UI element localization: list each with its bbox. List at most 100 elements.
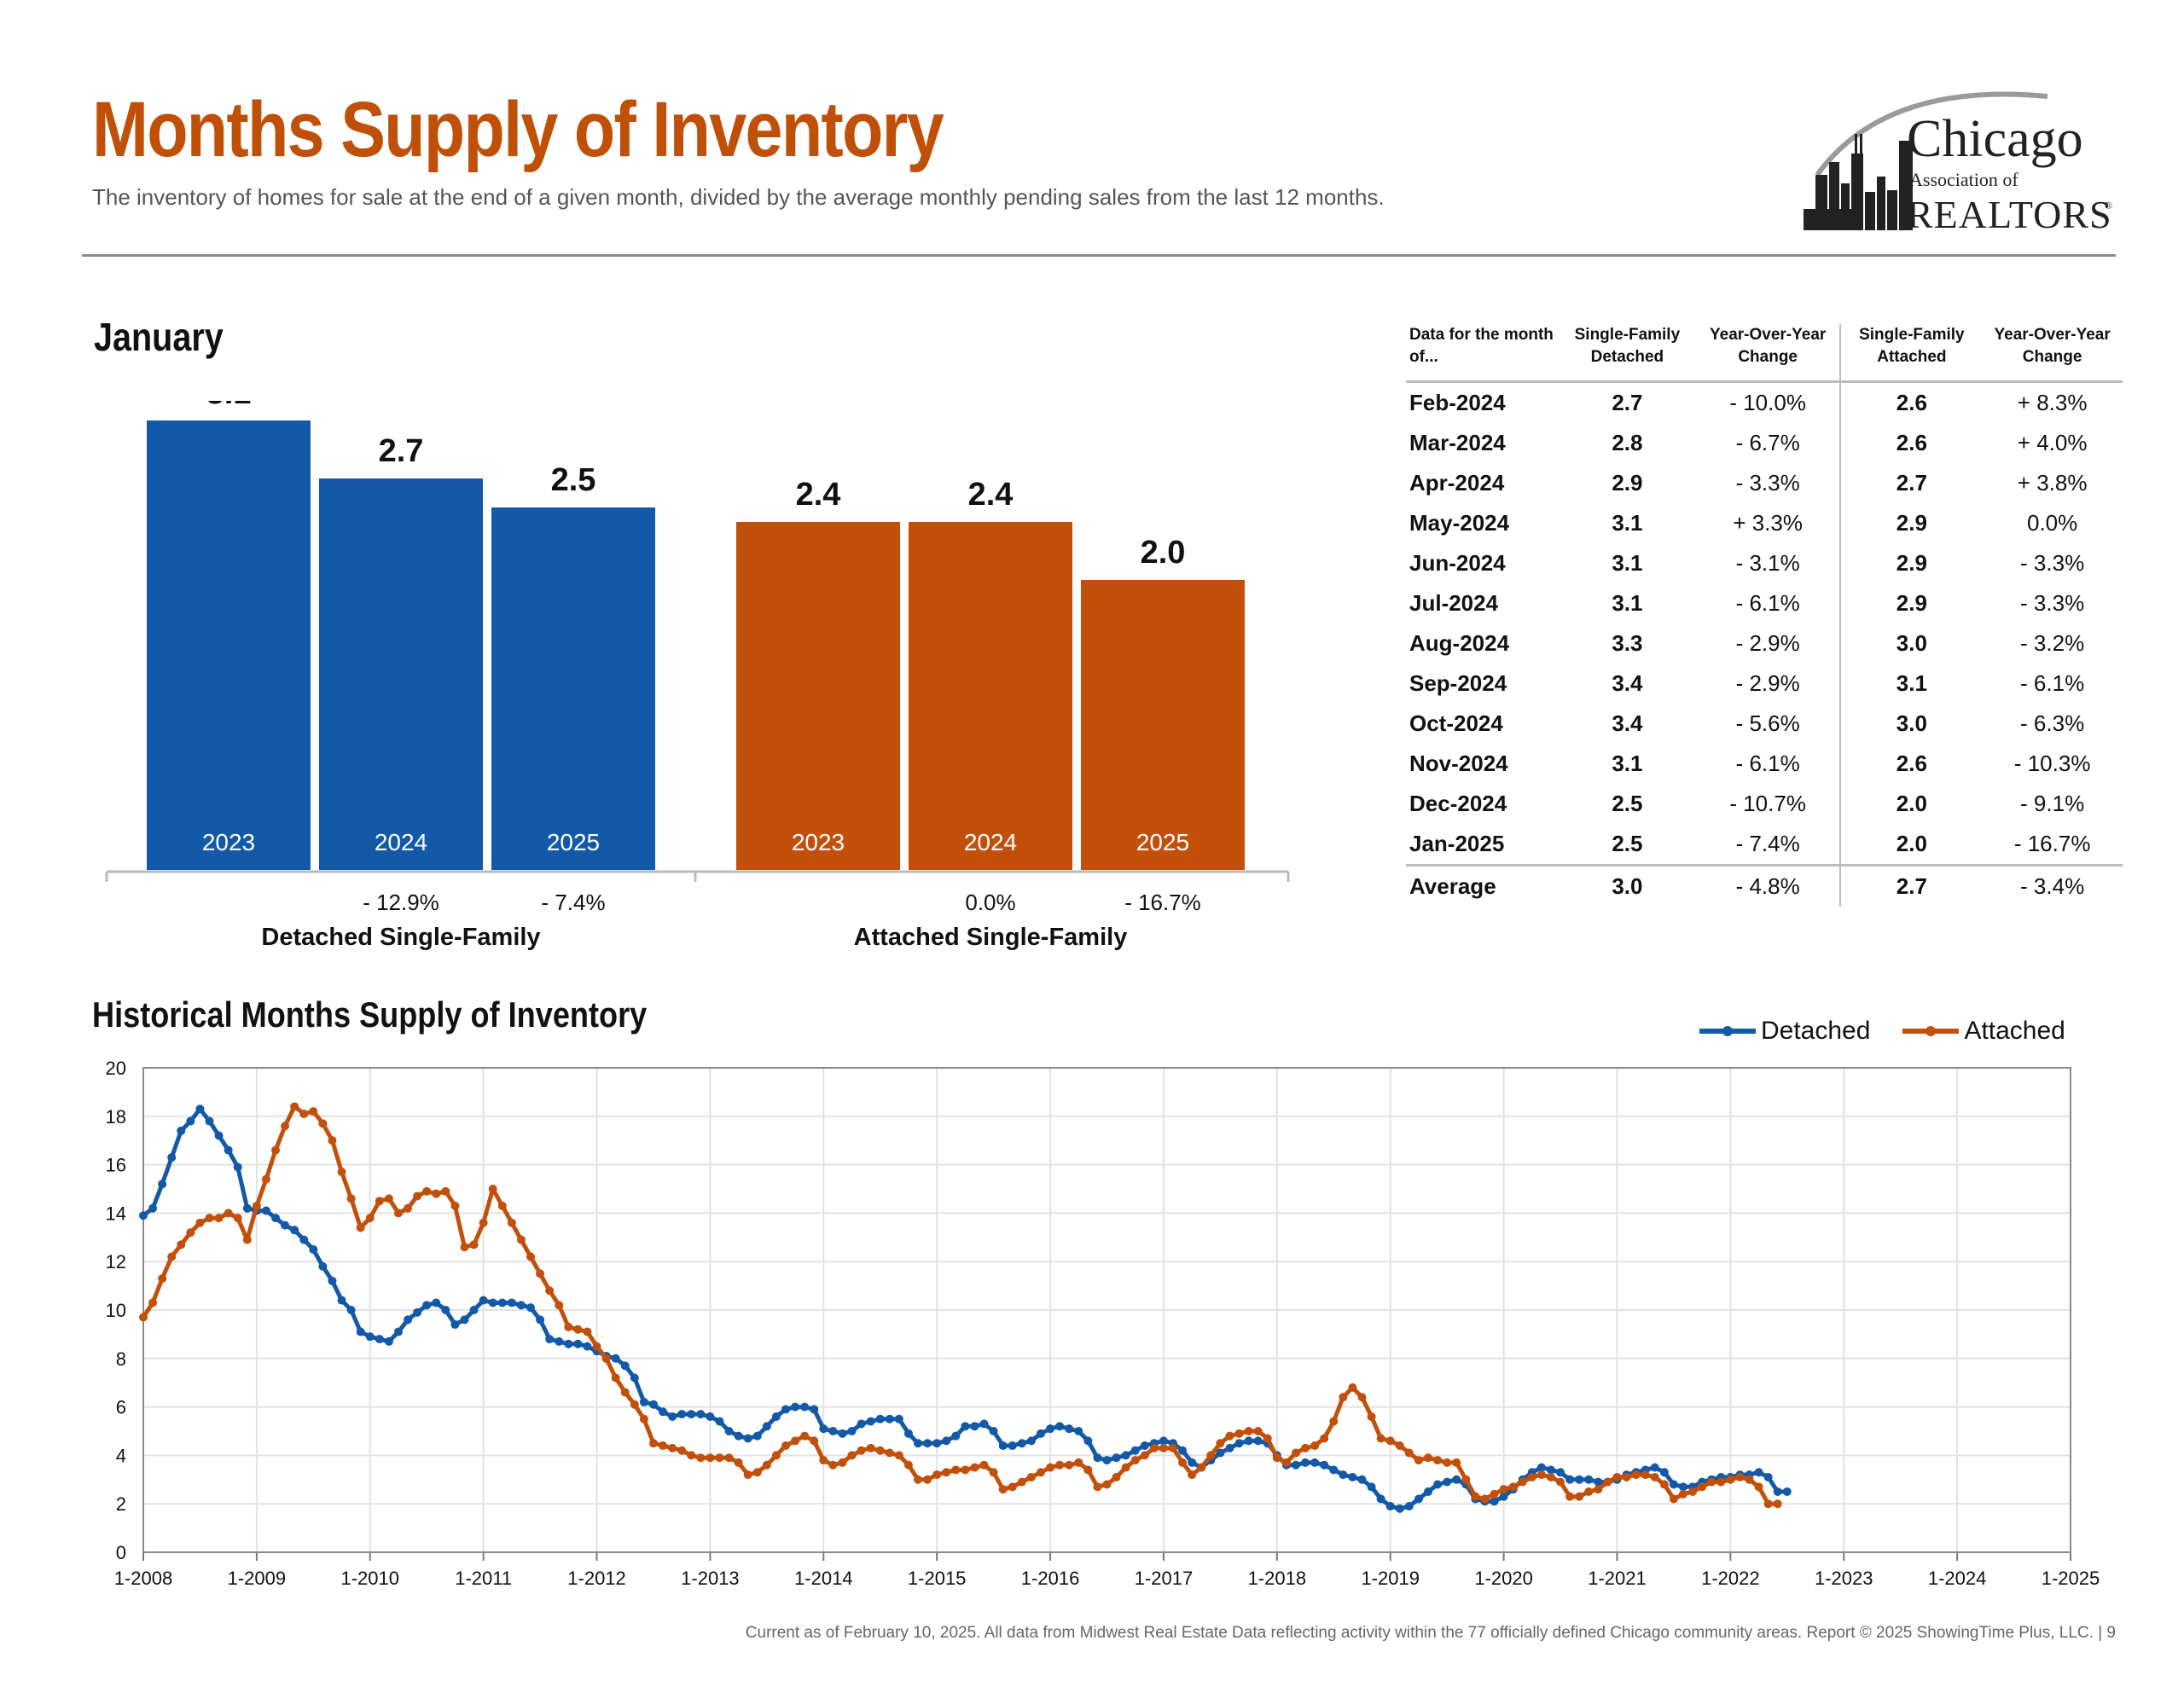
data-point-detached — [422, 1301, 432, 1310]
cell-detached-yoy: - 6.7% — [1695, 423, 1842, 463]
data-point-detached — [318, 1261, 328, 1271]
cell-attached-yoy: - 3.2% — [2020, 630, 2085, 656]
logo-text-association: Association of — [1909, 169, 2018, 190]
legend-item-attached: Attached — [1901, 1017, 2065, 1046]
data-point-attached — [497, 1201, 507, 1210]
cell-detached: 3.4 — [1612, 670, 1643, 696]
data-point-detached — [715, 1417, 724, 1426]
data-point-attached — [1433, 1456, 1443, 1465]
data-point-attached — [1565, 1492, 1575, 1501]
data-point-detached — [450, 1320, 460, 1330]
data-point-detached — [611, 1354, 620, 1363]
data-point-attached — [677, 1446, 687, 1455]
data-point-attached — [791, 1436, 800, 1446]
data-point-attached — [1149, 1443, 1159, 1452]
x-tick-label: 1-2009 — [228, 1568, 287, 1589]
data-point-attached — [620, 1388, 630, 1397]
history-section-title: Historical Months Supply of Inventory — [92, 994, 648, 1035]
cell-attached: 3.1 — [1896, 670, 1927, 696]
skyline-icon — [1804, 134, 1913, 230]
data-point-attached — [271, 1145, 281, 1155]
data-point-detached — [299, 1235, 309, 1244]
data-point-attached — [167, 1252, 177, 1261]
data-point-attached — [1140, 1451, 1149, 1460]
data-point-attached — [1424, 1453, 1432, 1463]
data-point-detached — [1121, 1451, 1130, 1460]
data-point-detached — [1083, 1436, 1093, 1446]
data-point-detached — [1036, 1429, 1045, 1438]
data-point-attached — [1234, 1429, 1244, 1438]
data-point-detached — [639, 1397, 648, 1406]
data-point-detached — [148, 1203, 158, 1213]
data-point-attached — [1036, 1468, 1045, 1477]
data-point-attached — [923, 1475, 932, 1484]
bar-section-title: January — [94, 315, 224, 359]
data-point-detached — [290, 1226, 299, 1235]
data-point-detached — [998, 1441, 1008, 1451]
data-point-detached — [706, 1412, 715, 1421]
data-point-detached — [309, 1245, 318, 1254]
data-point-attached — [365, 1214, 375, 1223]
data-point-detached — [526, 1303, 536, 1313]
chicago-realtors-logo: Chicago Association of REALTORS ® — [1804, 91, 2112, 236]
table-row: Jul-2024 3.1 - 6.1% 2.9 - 3.3% — [1406, 583, 2123, 623]
y-tick-label: 18 — [106, 1106, 126, 1128]
cell-attached: 2.6 — [1896, 430, 1927, 455]
data-point-detached — [1244, 1436, 1253, 1446]
data-point-attached — [1017, 1477, 1026, 1487]
data-point-attached — [309, 1107, 318, 1116]
bar-attached-2025 — [1081, 580, 1245, 870]
cell-detached-yoy: - 3.1% — [1695, 543, 1842, 583]
data-point-detached — [1291, 1460, 1300, 1470]
bar-value-label: 3.1 — [206, 401, 252, 411]
data-point-attached — [659, 1441, 668, 1451]
data-point-attached — [1130, 1456, 1140, 1465]
data-point-detached — [1385, 1502, 1395, 1511]
data-point-detached — [1093, 1453, 1102, 1463]
table-row: Feb-2024 2.7 - 10.0% 2.6 + 8.3% — [1406, 381, 2123, 423]
data-point-detached — [838, 1429, 847, 1438]
cell-detached-yoy: - 6.1% — [1695, 744, 1842, 784]
cell-month: Jun-2024 — [1409, 550, 1506, 576]
data-point-attached — [507, 1218, 516, 1227]
cell-attached-yoy: + 3.8% — [2017, 470, 2088, 496]
data-point-attached — [1745, 1475, 1754, 1484]
data-point-detached — [1499, 1492, 1508, 1501]
x-tick-label: 1-2010 — [341, 1568, 400, 1589]
data-point-detached — [469, 1306, 479, 1314]
data-point-attached — [819, 1456, 828, 1465]
cell-attached-yoy: - 6.1% — [2020, 670, 2085, 696]
data-point-detached — [432, 1298, 441, 1307]
x-tick-label: 1-2019 — [1361, 1568, 1420, 1589]
data-point-detached — [810, 1405, 819, 1414]
data-point-detached — [1234, 1439, 1244, 1448]
data-point-attached — [1773, 1499, 1782, 1509]
cell-detached: 3.4 — [1612, 710, 1643, 736]
cell-detached-yoy: - 10.7% — [1695, 784, 1842, 824]
registered-mark: ® — [2105, 200, 2112, 212]
data-point-detached — [195, 1104, 205, 1114]
data-point-attached — [668, 1443, 677, 1452]
data-point-attached — [384, 1194, 393, 1203]
x-tick-label: 1-2008 — [114, 1568, 173, 1589]
x-tick-label: 1-2011 — [455, 1568, 512, 1589]
data-point-attached — [356, 1223, 365, 1232]
data-point-detached — [1556, 1468, 1565, 1477]
data-point-detached — [1329, 1465, 1339, 1475]
data-point-detached — [460, 1315, 469, 1325]
header-detached: Single-Family Detached — [1558, 324, 1696, 383]
data-point-detached — [734, 1431, 743, 1441]
data-point-attached — [526, 1252, 536, 1261]
data-point-attached — [1329, 1417, 1339, 1426]
data-point-detached — [261, 1206, 270, 1215]
data-point-detached — [781, 1405, 790, 1414]
data-point-attached — [914, 1475, 923, 1484]
data-point-attached — [252, 1201, 261, 1210]
data-point-attached — [393, 1209, 403, 1218]
data-point-attached — [1508, 1482, 1518, 1492]
data-point-attached — [1518, 1477, 1527, 1487]
data-point-detached — [1357, 1475, 1367, 1484]
data-point-attached — [1083, 1465, 1093, 1475]
data-point-attached — [536, 1269, 545, 1278]
legend-attached-label: Attached — [1964, 1017, 2065, 1045]
